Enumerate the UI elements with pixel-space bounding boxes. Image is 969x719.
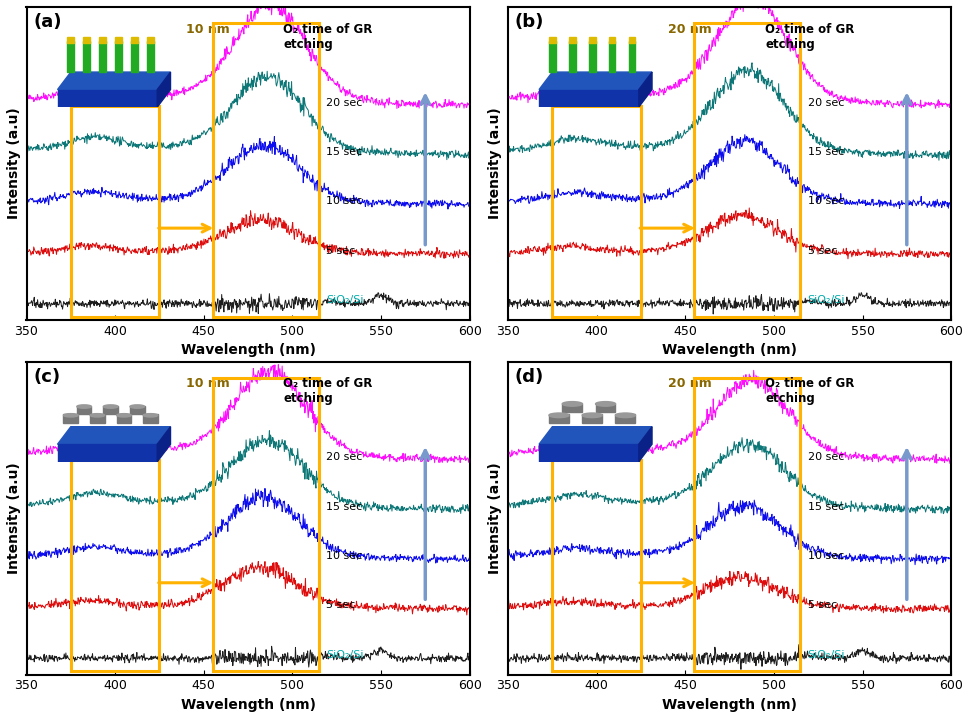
Text: O₂ time of GR
etching: O₂ time of GR etching [765, 22, 854, 50]
Text: SiO₂/Si: SiO₂/Si [326, 296, 363, 306]
Text: (d): (d) [515, 368, 544, 386]
X-axis label: Wavelength (nm): Wavelength (nm) [662, 698, 797, 712]
Bar [71, 460, 159, 672]
Text: 10 sec: 10 sec [807, 551, 843, 561]
Y-axis label: Intensity (a.u): Intensity (a.u) [7, 108, 21, 219]
X-axis label: Wavelength (nm): Wavelength (nm) [662, 344, 797, 357]
Text: O₂ time of GR
etching: O₂ time of GR etching [765, 377, 854, 406]
Text: SiO₂/Si: SiO₂/Si [807, 296, 844, 306]
Text: 10 nm: 10 nm [186, 22, 230, 36]
Text: 15 sec: 15 sec [326, 502, 361, 512]
Y-axis label: Intensity (a.u): Intensity (a.u) [488, 462, 502, 574]
X-axis label: Wavelength (nm): Wavelength (nm) [180, 698, 315, 712]
Text: 5 sec: 5 sec [807, 246, 836, 256]
Text: 20 nm: 20 nm [667, 377, 710, 390]
Text: SiO₂/Si: SiO₂/Si [807, 650, 844, 660]
Text: (c): (c) [33, 368, 60, 386]
Text: 15 sec: 15 sec [807, 147, 843, 157]
Text: O₂ time of GR
etching: O₂ time of GR etching [283, 22, 372, 50]
Y-axis label: Intensity (a.u): Intensity (a.u) [488, 108, 502, 219]
Bar [551, 460, 641, 672]
Text: 15 sec: 15 sec [326, 147, 361, 157]
Bar [212, 378, 319, 672]
Text: 10 sec: 10 sec [807, 196, 843, 206]
Text: 5 sec: 5 sec [326, 246, 355, 256]
Text: 10 sec: 10 sec [326, 196, 361, 206]
Text: 20 sec: 20 sec [326, 98, 362, 108]
Text: O₂ time of GR
etching: O₂ time of GR etching [283, 377, 372, 406]
Text: 20 sec: 20 sec [807, 452, 843, 462]
Text: (a): (a) [33, 13, 62, 31]
Y-axis label: Intensity (a.u): Intensity (a.u) [7, 462, 21, 574]
Text: 10 sec: 10 sec [326, 551, 361, 561]
X-axis label: Wavelength (nm): Wavelength (nm) [180, 344, 315, 357]
Bar [694, 378, 799, 672]
Text: 20 nm: 20 nm [667, 22, 710, 36]
Bar [694, 24, 799, 316]
Text: 20 sec: 20 sec [326, 452, 362, 462]
Text: 20 sec: 20 sec [807, 98, 843, 108]
Text: 5 sec: 5 sec [326, 600, 355, 610]
Text: 5 sec: 5 sec [807, 600, 836, 610]
Text: 10 nm: 10 nm [186, 377, 230, 390]
Text: (b): (b) [515, 13, 544, 31]
Text: SiO₂/Si: SiO₂/Si [326, 650, 363, 660]
Bar [551, 106, 641, 316]
Text: 15 sec: 15 sec [807, 502, 843, 512]
Bar [71, 106, 159, 316]
Bar [212, 24, 319, 316]
